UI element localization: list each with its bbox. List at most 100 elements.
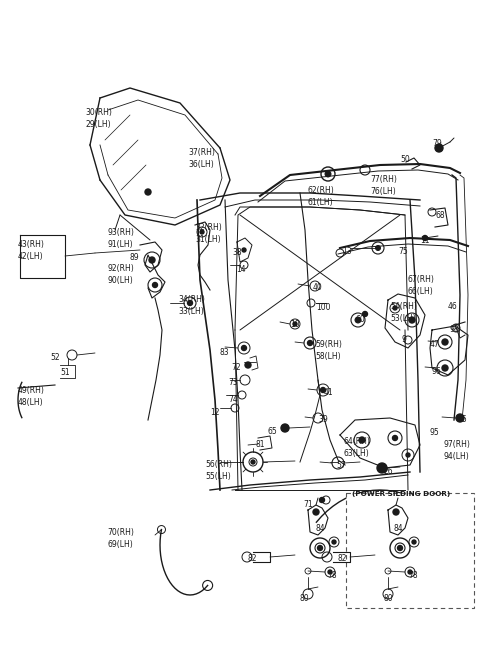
Text: 61(LH): 61(LH) — [308, 198, 334, 207]
Circle shape — [377, 463, 387, 473]
Text: 89: 89 — [130, 253, 140, 262]
Text: 83: 83 — [220, 348, 229, 357]
Circle shape — [412, 540, 416, 544]
Circle shape — [200, 230, 204, 234]
Text: 67(RH): 67(RH) — [408, 275, 435, 284]
Circle shape — [362, 312, 368, 316]
Text: 40: 40 — [313, 283, 323, 292]
Text: 29(LH): 29(LH) — [85, 120, 110, 129]
Text: 68: 68 — [435, 211, 444, 220]
Text: 36(LH): 36(LH) — [188, 160, 214, 169]
Text: 12: 12 — [210, 408, 219, 417]
Text: 47: 47 — [430, 340, 440, 349]
Circle shape — [325, 171, 331, 177]
Text: 79: 79 — [432, 139, 442, 148]
Text: 41: 41 — [324, 388, 334, 397]
Circle shape — [408, 570, 412, 574]
Text: 37(RH): 37(RH) — [188, 148, 215, 157]
Circle shape — [153, 283, 157, 287]
Circle shape — [242, 248, 246, 252]
Text: 70(RH): 70(RH) — [107, 528, 134, 537]
Text: 48(LH): 48(LH) — [18, 398, 44, 407]
Text: 60: 60 — [356, 315, 366, 324]
Text: 57: 57 — [336, 461, 346, 470]
Circle shape — [442, 339, 448, 345]
Text: 42(LH): 42(LH) — [18, 252, 44, 261]
Text: 98: 98 — [450, 325, 460, 334]
Circle shape — [321, 388, 325, 392]
Circle shape — [359, 437, 365, 443]
Circle shape — [393, 509, 399, 515]
Text: 66(LH): 66(LH) — [408, 287, 434, 296]
Circle shape — [355, 317, 361, 323]
Text: 59(RH): 59(RH) — [315, 340, 342, 349]
Text: 76(LH): 76(LH) — [370, 187, 396, 196]
Circle shape — [251, 460, 255, 464]
Text: 65: 65 — [267, 427, 277, 436]
Text: 51: 51 — [60, 368, 70, 377]
Text: 58(LH): 58(LH) — [315, 352, 341, 361]
Text: 54(RH): 54(RH) — [390, 302, 417, 311]
Text: 100: 100 — [316, 303, 331, 312]
Text: 65: 65 — [457, 415, 467, 424]
Text: 80: 80 — [300, 594, 310, 603]
Text: 92(RH): 92(RH) — [107, 264, 134, 273]
Text: 30(RH): 30(RH) — [85, 108, 112, 117]
Text: 64(RH): 64(RH) — [343, 437, 370, 446]
Circle shape — [281, 424, 289, 432]
Text: 82: 82 — [338, 554, 348, 563]
Text: 39: 39 — [318, 415, 328, 424]
Text: 91(LH): 91(LH) — [107, 240, 132, 249]
Text: 50: 50 — [400, 155, 410, 164]
Text: 71: 71 — [303, 500, 312, 509]
Text: 94(LH): 94(LH) — [443, 452, 469, 461]
Circle shape — [149, 257, 155, 263]
Text: 75: 75 — [398, 247, 408, 256]
Circle shape — [456, 414, 464, 422]
Text: 13: 13 — [342, 247, 352, 256]
Text: 14: 14 — [236, 265, 246, 274]
Text: 49(RH): 49(RH) — [18, 386, 45, 395]
Circle shape — [409, 317, 415, 323]
Text: 55(LH): 55(LH) — [205, 472, 231, 481]
Text: 80: 80 — [384, 594, 394, 603]
Text: 43(RH): 43(RH) — [18, 240, 45, 249]
Circle shape — [328, 570, 332, 574]
Text: (POWER SILDING DOOR): (POWER SILDING DOOR) — [352, 491, 450, 497]
Circle shape — [245, 362, 251, 368]
Text: 33(LH): 33(LH) — [178, 307, 204, 316]
Text: 82: 82 — [248, 554, 257, 563]
Text: 74: 74 — [228, 395, 238, 404]
Text: 78: 78 — [408, 571, 418, 580]
Text: 77(RH): 77(RH) — [370, 175, 397, 184]
Circle shape — [422, 236, 428, 241]
Text: 93(RH): 93(RH) — [107, 228, 134, 237]
Circle shape — [375, 245, 381, 251]
Circle shape — [145, 189, 151, 195]
Circle shape — [397, 546, 403, 550]
Text: 73: 73 — [228, 378, 238, 387]
Text: 31(LH): 31(LH) — [195, 235, 221, 244]
Text: 34(RH): 34(RH) — [178, 295, 205, 304]
Text: 52: 52 — [50, 353, 60, 362]
Text: 63(LH): 63(LH) — [343, 449, 369, 458]
Text: 46: 46 — [448, 302, 458, 311]
Text: 11: 11 — [420, 236, 430, 245]
Text: 96: 96 — [432, 367, 442, 376]
Text: 84: 84 — [394, 524, 404, 533]
Circle shape — [393, 306, 397, 310]
Text: 72: 72 — [231, 363, 240, 372]
Circle shape — [332, 540, 336, 544]
Circle shape — [442, 365, 448, 371]
Text: 81: 81 — [255, 440, 264, 449]
Circle shape — [308, 340, 312, 346]
FancyBboxPatch shape — [346, 493, 474, 608]
Text: 69(LH): 69(LH) — [107, 540, 133, 549]
Text: 90(LH): 90(LH) — [107, 276, 133, 285]
Circle shape — [293, 322, 297, 326]
Circle shape — [313, 509, 319, 515]
Text: 53(LH): 53(LH) — [390, 314, 416, 323]
Text: 84: 84 — [316, 524, 325, 533]
Text: 32(RH): 32(RH) — [195, 223, 222, 232]
Circle shape — [188, 300, 192, 306]
